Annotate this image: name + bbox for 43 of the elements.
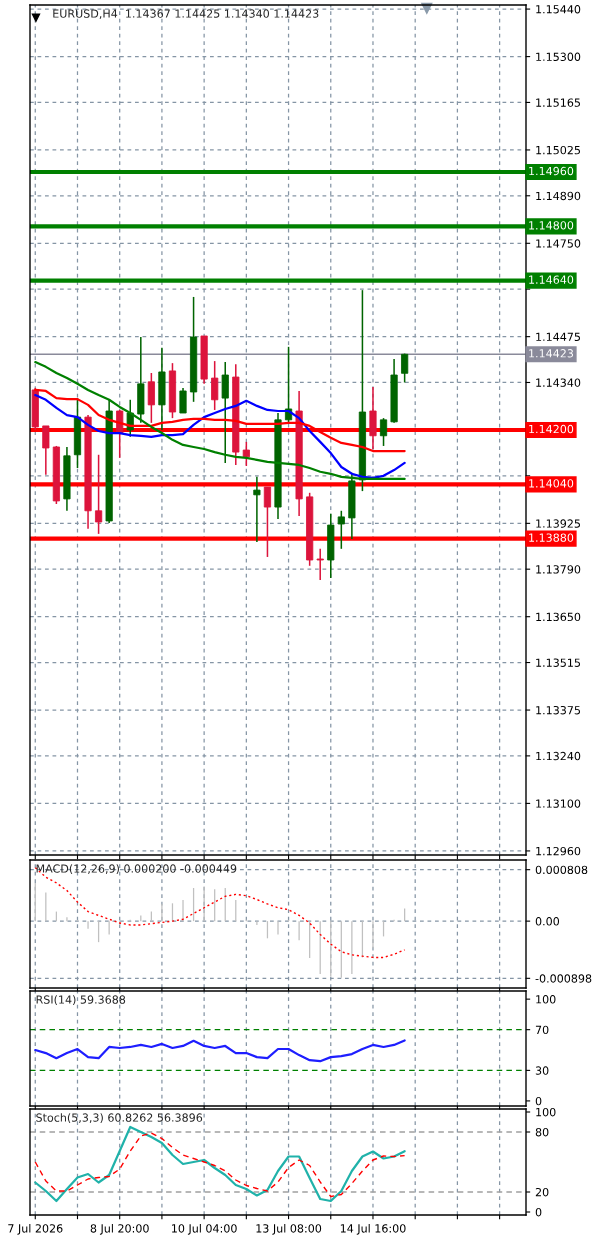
y-tick-label: 1.15300	[536, 52, 581, 61]
y-tick-label: 1.14340	[536, 378, 581, 387]
y-tick-label: 30	[535, 1066, 549, 1075]
y-tick-label: 1.15025	[536, 145, 580, 155]
chart-title: RSI(14) 59.3688	[36, 995, 126, 1006]
y-tick-label: 1.15165	[536, 98, 580, 107]
ref-line-label: 1.14040	[529, 479, 574, 488]
y-tick-label: 1.13375	[536, 706, 580, 715]
y-tick-label: -0.000898	[535, 974, 592, 983]
ref-line-label: 1.14423	[529, 349, 574, 358]
y-tick-label: 70	[535, 1025, 549, 1035]
y-tick-label: 20	[535, 1187, 549, 1197]
x-tick-label: 8 Jul 20:00	[90, 1224, 149, 1235]
ref-line-label: 1.14800	[529, 221, 574, 230]
y-tick-label: 1.14750	[536, 239, 581, 248]
y-tick-label: 1.13515	[536, 658, 580, 667]
y-tick-label: 1.14475	[536, 332, 580, 342]
ref-line-label: 1.14200	[529, 424, 574, 434]
y-tick-label: 1.14890	[536, 191, 581, 201]
y-tick-label: 80	[535, 1127, 549, 1137]
x-tick-label: 14 Jul 16:00	[340, 1224, 406, 1235]
x-tick-label: 7 Jul 2026	[8, 1224, 63, 1235]
y-tick-label: 1.13790	[536, 565, 581, 574]
ref-line-label: 1.13880	[529, 533, 574, 542]
y-tick-label: 1.13100	[536, 799, 581, 808]
chart-title: EURUSD,H4 1.14367 1.14425 1.14340 1.14423	[53, 9, 319, 19]
x-tick-label: 10 Jul 04:00	[172, 1224, 237, 1235]
chart-title: Stoch(5,3,3) 60.8262 56.3896	[36, 1113, 203, 1124]
chart-title: MACD(12,26,9) 0.000200 -0.000449	[36, 864, 237, 875]
y-tick-label: 1.15440	[536, 5, 581, 14]
x-tick-label: 13 Jul 08:00	[256, 1224, 322, 1235]
y-tick-label: 0	[535, 1096, 542, 1106]
ref-line-label: 1.14640	[529, 275, 574, 284]
ref-line-label: 1.14960	[529, 166, 574, 176]
y-tick-label: 1.13650	[536, 612, 581, 622]
y-tick-label: 0	[535, 1207, 542, 1217]
y-tick-label: 100	[536, 995, 556, 1004]
y-tick-label: 1.13240	[536, 751, 581, 761]
y-tick-label: 0.00	[535, 917, 560, 926]
y-tick-label: 0.000808	[535, 865, 588, 875]
y-tick-label: 100	[536, 1107, 556, 1117]
y-tick-label: 1.12960	[536, 846, 581, 856]
y-tick-label: 1.13925	[536, 519, 580, 528]
